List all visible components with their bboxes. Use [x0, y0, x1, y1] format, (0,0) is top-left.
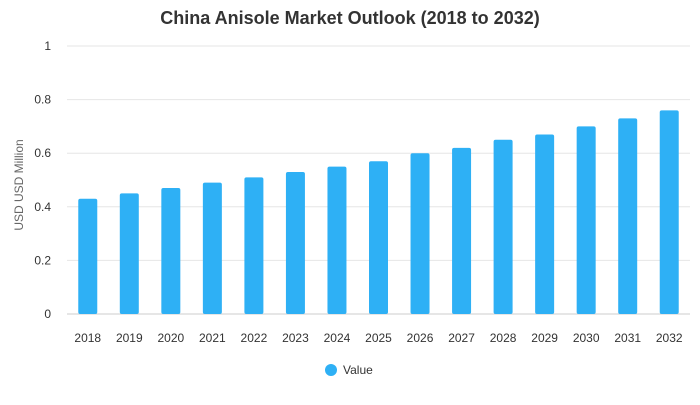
bar-2019[interactable]: [119, 193, 139, 314]
y-tick-label: 0: [44, 307, 51, 321]
bar-2031[interactable]: [618, 118, 638, 314]
x-tick-label: 2024: [324, 331, 351, 345]
y-tick-label: 0.2: [34, 253, 51, 267]
x-tick-label: 2030: [573, 331, 600, 345]
x-tick-label: 2023: [282, 331, 309, 345]
x-tick-label: 2019: [116, 331, 143, 345]
bar-2027[interactable]: [452, 147, 472, 314]
y-tick-label: 0.6: [34, 146, 51, 160]
bars: [78, 110, 679, 315]
x-tick-label: 2031: [614, 331, 641, 345]
x-tick-label: 2029: [531, 331, 558, 345]
bar-2022[interactable]: [244, 177, 264, 314]
y-axis-label: USD USD Million: [12, 139, 26, 230]
bar-2025[interactable]: [369, 161, 388, 314]
x-tick-label: 2025: [365, 331, 392, 345]
x-tick-label: 2027: [448, 331, 475, 345]
bar-2021[interactable]: [202, 182, 222, 314]
x-tick-label: 2021: [199, 331, 226, 345]
x-tick-label: 2018: [74, 331, 101, 345]
legend-marker: [325, 364, 337, 376]
y-tick-label: 0.8: [34, 93, 51, 107]
x-tick-label: 2022: [241, 331, 268, 345]
legend-label: Value: [343, 363, 373, 377]
bar-2030[interactable]: [576, 126, 596, 315]
bar-2020[interactable]: [161, 188, 181, 314]
y-tick-label: 0.4: [34, 200, 51, 214]
bar-2028[interactable]: [493, 139, 513, 314]
x-tick-label: 2026: [407, 331, 434, 345]
bar-2032[interactable]: [659, 110, 679, 314]
bar-2024[interactable]: [327, 166, 347, 314]
x-tick-labels: 2018 2019 2020 2021 2022 2023 2024 2025 2026 2027…: [74, 331, 682, 345]
y-tick-labels: 0 0.2 0.4 0.6 0.8 1: [34, 39, 51, 321]
chart-title: China Anisole Market Outlook (2018 to 20…: [160, 8, 539, 28]
y-tick-label: 1: [44, 39, 51, 53]
bar-2029[interactable]: [535, 134, 555, 314]
bar-2018[interactable]: [78, 198, 98, 314]
bar-2026[interactable]: [410, 153, 430, 314]
bar-2023[interactable]: [285, 171, 305, 314]
legend[interactable]: Value: [325, 363, 373, 377]
x-tick-label: 2028: [490, 331, 517, 345]
x-tick-label: 2020: [157, 331, 184, 345]
x-tick-label: 2032: [656, 331, 683, 345]
